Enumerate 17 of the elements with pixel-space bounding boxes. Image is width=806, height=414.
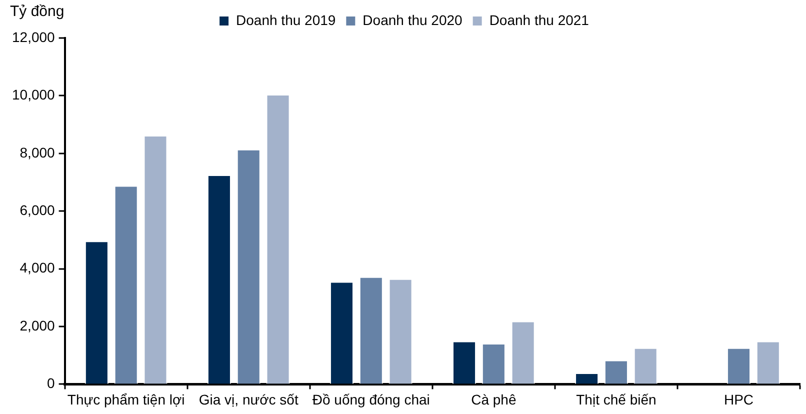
y-tick-label: 12,000 <box>12 28 56 45</box>
x-tick-label: Thực phẩm tiện lợi <box>67 391 185 408</box>
y-axis-title: Tỷ đồng <box>10 3 64 20</box>
x-tick-label: Gia vị, nước sốt <box>198 391 298 408</box>
legend-label: Doanh thu 2020 <box>362 12 463 28</box>
y-tick-label: 8,000 <box>20 144 56 160</box>
y-tick-label: 6,000 <box>20 202 56 218</box>
legend-label: Doanh thu 2019 <box>236 12 336 28</box>
legend-label: Doanh thu 2021 <box>489 12 590 28</box>
x-tick-label: Đồ uống đóng chai <box>312 391 430 408</box>
x-tick-label: Cà phê <box>471 391 516 408</box>
x-tick-label: Thịt chế biến <box>576 391 656 408</box>
y-tick-label: 2,000 <box>20 317 56 334</box>
x-tick-label: HPC <box>724 391 754 408</box>
y-tick-label: 10,000 <box>12 86 56 103</box>
y-tick-label: 4,000 <box>20 260 56 276</box>
y-tick-label: 0 <box>47 375 56 392</box>
